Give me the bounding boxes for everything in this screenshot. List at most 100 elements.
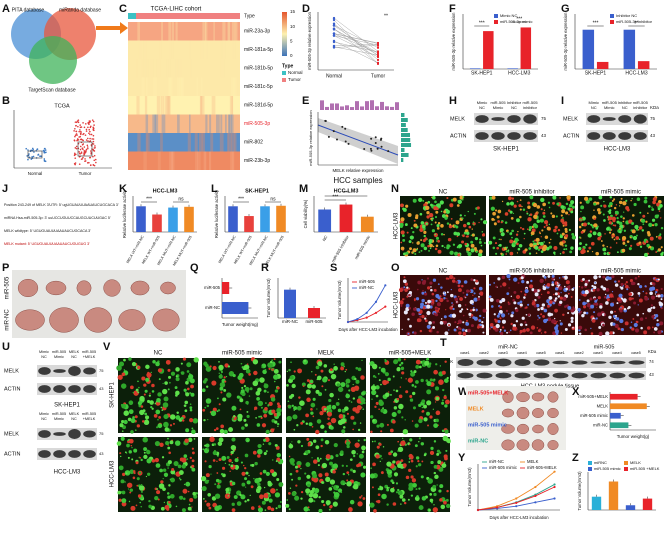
- cell: [630, 236, 632, 238]
- cell: [237, 375, 242, 380]
- cell: [639, 298, 643, 302]
- cell: [609, 293, 613, 297]
- cell: [536, 212, 538, 214]
- cell: [652, 282, 654, 284]
- cell: [359, 454, 364, 459]
- point: [341, 126, 343, 128]
- cell: [189, 498, 193, 502]
- cell: [154, 496, 158, 500]
- point: [88, 129, 90, 131]
- blot-band: [491, 117, 504, 121]
- cell: [501, 232, 505, 236]
- point: [33, 156, 35, 158]
- cell: [432, 326, 435, 329]
- cell: [479, 241, 482, 244]
- category-label: MELK: [597, 403, 609, 408]
- significance-label: ***: [332, 194, 338, 200]
- cell: [196, 492, 198, 494]
- histogram-bar: [395, 102, 399, 110]
- cell: [415, 365, 419, 369]
- cell: [563, 278, 564, 279]
- cell: [451, 302, 453, 304]
- cell: [561, 209, 565, 213]
- cell: [307, 383, 312, 388]
- heatmap-cell: [220, 133, 224, 152]
- cell: [354, 378, 356, 380]
- cell: [644, 200, 648, 204]
- tumor: [104, 280, 121, 297]
- cell: [378, 408, 380, 410]
- cell: [442, 371, 446, 375]
- point: [84, 158, 86, 160]
- cell: [605, 301, 609, 305]
- cell: [402, 438, 403, 439]
- heatmap-cell: [227, 133, 228, 152]
- cell: [594, 298, 597, 301]
- cell: [418, 441, 419, 442]
- cell: [608, 211, 610, 213]
- cell: [430, 204, 433, 207]
- cell: [482, 233, 485, 236]
- cell: [639, 212, 641, 214]
- cell: [513, 301, 516, 304]
- cell: [383, 446, 384, 447]
- panel-letter: H: [449, 95, 457, 107]
- blot-band: [477, 359, 493, 365]
- cell: [621, 277, 623, 279]
- cell: [526, 211, 527, 212]
- cell: [139, 396, 144, 401]
- cell: [434, 201, 437, 204]
- cell: [316, 366, 320, 370]
- cell: [179, 496, 183, 500]
- cell: [430, 218, 432, 220]
- heatmap-cell: [201, 78, 202, 97]
- cell: [308, 506, 310, 508]
- data-point: [553, 471, 555, 473]
- cell: [262, 423, 266, 427]
- cell: [661, 246, 663, 248]
- point: [80, 134, 82, 136]
- point: [377, 54, 379, 56]
- cell: [312, 426, 314, 428]
- cell: [496, 324, 500, 328]
- bar: [609, 482, 618, 511]
- cell: [647, 308, 651, 312]
- panel-title: TCGA: [54, 103, 70, 109]
- cell: [579, 312, 581, 314]
- cell: [240, 408, 242, 410]
- cell: [221, 371, 223, 373]
- cell: [479, 287, 483, 291]
- cell: [298, 477, 301, 480]
- cell: [593, 231, 597, 235]
- lane-label: NC: [71, 355, 77, 359]
- cell: [581, 290, 585, 294]
- blot-band: [634, 132, 647, 140]
- cell: [245, 472, 248, 475]
- point: [76, 133, 78, 135]
- cell: [421, 442, 424, 445]
- cell: [435, 419, 439, 423]
- cell: [644, 296, 648, 300]
- cell: [176, 377, 180, 381]
- cell: [218, 441, 223, 446]
- heatmap-cell: [146, 115, 149, 134]
- cell: [463, 332, 467, 336]
- cell: [428, 250, 430, 252]
- cell: [243, 465, 244, 466]
- cell: [403, 208, 407, 212]
- cell: [332, 405, 336, 409]
- cell: [175, 440, 181, 446]
- cell: [304, 360, 306, 362]
- cell: [651, 295, 655, 299]
- cell: [426, 389, 431, 394]
- cell: [580, 202, 582, 204]
- cell: [232, 417, 234, 419]
- heatmap-cell: [189, 115, 191, 134]
- cell: [557, 282, 558, 283]
- marker-label: 43: [99, 386, 104, 391]
- bar: [643, 499, 652, 510]
- cell: [546, 224, 548, 226]
- heatmap-cell: [222, 41, 224, 60]
- cell: [143, 447, 147, 451]
- cell: [266, 430, 270, 434]
